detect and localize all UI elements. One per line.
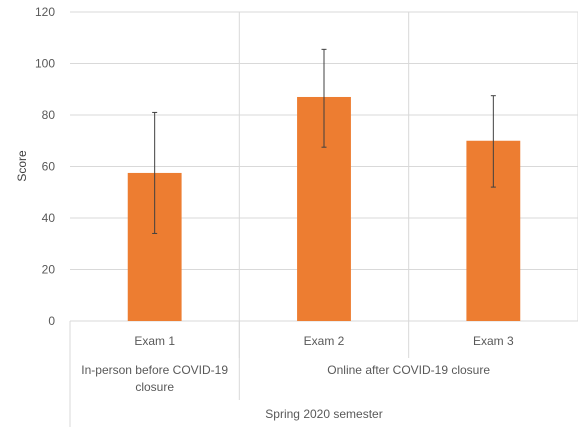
category-label: Exam 1 — [134, 334, 175, 348]
y-tick-label: 120 — [35, 5, 55, 19]
y-tick-label: 60 — [42, 160, 56, 174]
y-axis-title: Score — [15, 150, 29, 182]
supergroup-label: Spring 2020 semester — [265, 407, 382, 421]
y-tick-label: 100 — [35, 57, 55, 71]
group-label: Online after COVID-19 closure — [327, 363, 490, 377]
group-label: closure — [135, 380, 174, 394]
category-label: Exam 3 — [473, 334, 514, 348]
group-label: In-person before COVID-19 — [81, 363, 228, 377]
y-tick-label: 40 — [42, 211, 56, 225]
axes — [69, 321, 410, 427]
category-label: Exam 2 — [304, 334, 345, 348]
y-tick-label: 80 — [42, 108, 56, 122]
labels: 0 20 40 60 80 100 120 Exam 1 Exam 2 Exam 3 In-pers… — [35, 5, 514, 421]
y-tick-label: 0 — [48, 314, 55, 328]
y-tick-label: 20 — [42, 263, 56, 277]
error-bars — [152, 48, 496, 234]
